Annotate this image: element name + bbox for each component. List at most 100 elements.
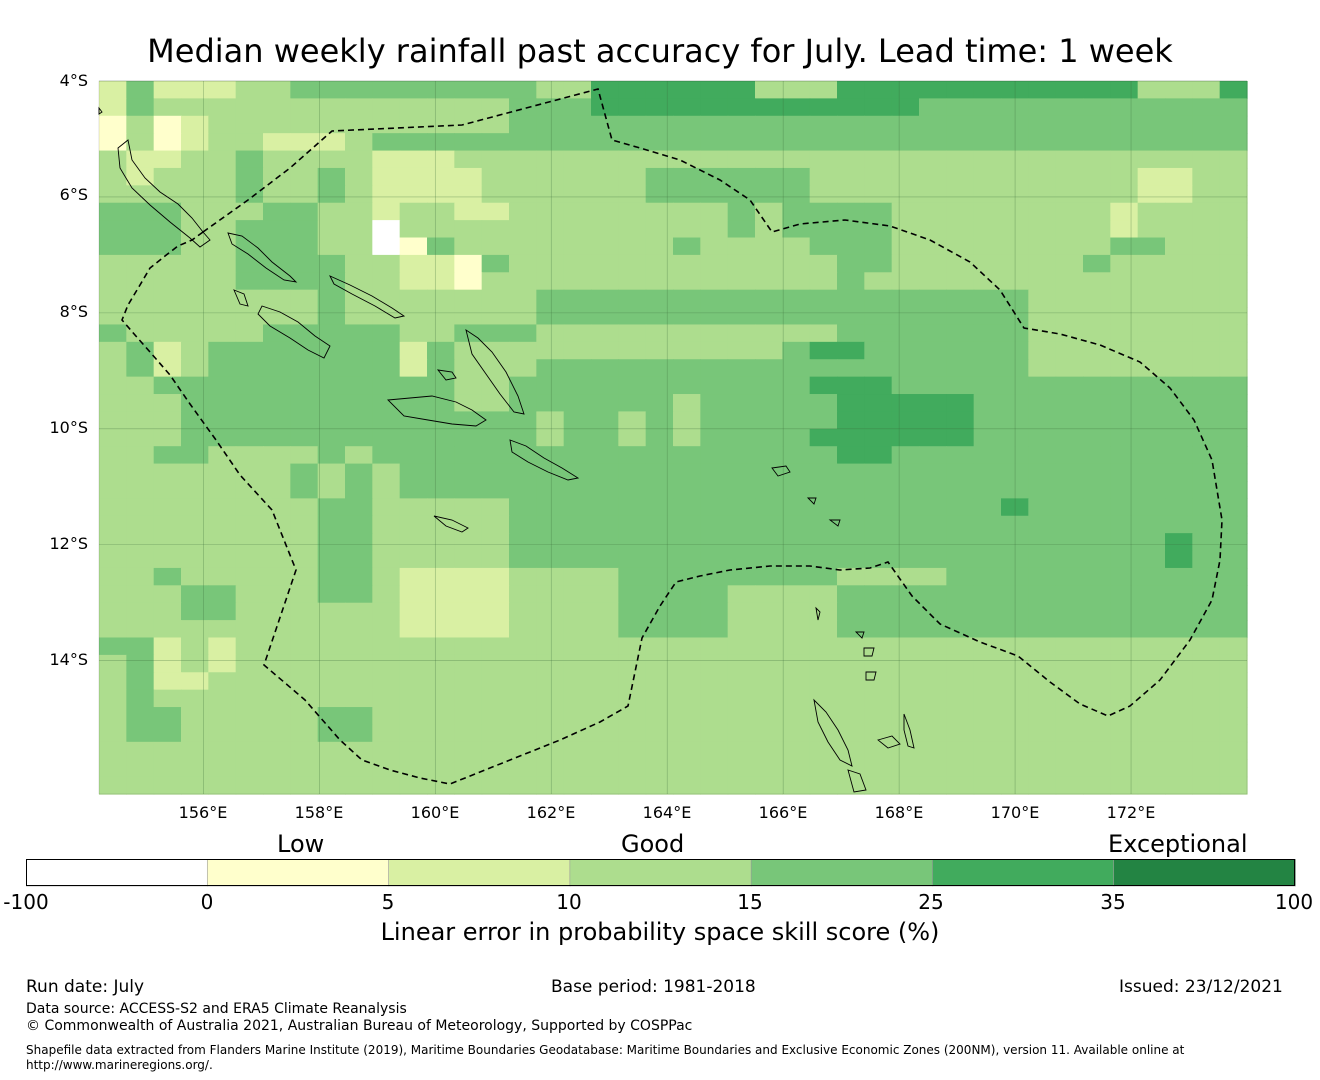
grid-cell	[263, 550, 291, 569]
grid-cell	[454, 689, 483, 708]
grid-cell	[891, 359, 920, 378]
grid-cell	[946, 567, 975, 586]
grid-cell	[973, 324, 1002, 343]
grid-cell	[1137, 359, 1166, 378]
grid-cell	[372, 307, 401, 326]
grid-cell	[1110, 220, 1139, 239]
grid-cell	[755, 707, 783, 726]
grid-cell	[317, 620, 346, 639]
grid-cell	[1055, 185, 1084, 204]
grid-cell	[1192, 585, 1221, 604]
grid-cell	[99, 620, 127, 639]
grid-cell	[317, 498, 346, 517]
grid-cell	[263, 307, 291, 326]
grid-cell	[99, 550, 127, 569]
grid-cell	[618, 185, 647, 204]
grid-cell	[99, 637, 127, 656]
grid-cell	[1055, 759, 1084, 778]
grid-cell	[864, 394, 893, 413]
grid-cell	[700, 602, 729, 621]
grid-cell	[1110, 672, 1139, 691]
grid-cell	[99, 776, 127, 795]
grid-cell	[700, 81, 729, 99]
grid-cell	[509, 411, 537, 430]
grid-cell	[372, 707, 401, 726]
grid-cell	[755, 637, 783, 656]
grid-cell	[1055, 585, 1084, 604]
grid-cell	[946, 202, 975, 221]
grid-cell	[755, 446, 783, 465]
grid-cell	[399, 185, 428, 204]
shapefile-credit: Shapefile data extracted from Flanders M…	[26, 1043, 1185, 1057]
grid-cell	[673, 376, 701, 395]
grid-cell	[837, 202, 865, 221]
grid-cell	[1028, 567, 1057, 586]
eez-boundary	[121, 88, 1223, 785]
grid-cell	[208, 515, 237, 534]
grid-cell	[399, 341, 428, 360]
grid-cell	[891, 741, 920, 760]
island-makira	[509, 439, 580, 481]
grid-cell	[1137, 741, 1166, 760]
grid-cell	[153, 550, 182, 569]
grid-cell	[372, 115, 401, 134]
grid-cell	[973, 307, 1002, 326]
grid-cell	[126, 81, 155, 99]
grid-cell	[399, 289, 428, 308]
grid-cell	[755, 776, 783, 795]
grid-cell	[345, 602, 373, 621]
grid-cell	[263, 376, 291, 395]
grid-cell	[946, 637, 975, 656]
grid-cell	[782, 567, 811, 586]
island-maewo	[903, 713, 915, 749]
grid-cell	[1083, 550, 1111, 569]
grid-cell	[591, 272, 619, 291]
grid-cell	[399, 533, 428, 552]
grid-cell	[673, 115, 701, 134]
grid-cell	[208, 480, 237, 499]
grid-cell	[208, 533, 237, 552]
grid-cell	[126, 237, 155, 256]
island-bougainville	[117, 139, 211, 248]
grid-cell	[153, 585, 182, 604]
grid-cell	[399, 133, 428, 152]
grid-cell	[1055, 741, 1084, 760]
grid-cell	[317, 359, 346, 378]
grid-cell	[317, 341, 346, 360]
grid-cell	[973, 394, 1002, 413]
grid-cell	[755, 411, 783, 430]
grid-cell	[891, 515, 920, 534]
grid-cell	[181, 237, 209, 256]
grid-cell	[509, 672, 537, 691]
grid-cell	[809, 254, 838, 273]
grid-cell	[126, 620, 155, 639]
grid-cell	[263, 202, 291, 221]
grid-cell	[891, 428, 920, 447]
grid-cell	[399, 741, 428, 760]
grid-cell	[181, 359, 209, 378]
grid-cell	[1137, 220, 1166, 239]
grid-cell	[700, 150, 729, 169]
grid-cell	[345, 376, 373, 395]
grid-cell	[290, 567, 319, 586]
grid-cell	[645, 272, 674, 291]
grid-cell	[481, 533, 510, 552]
grid-cell	[345, 81, 373, 99]
grid-cell	[618, 254, 647, 273]
grid-cell	[782, 289, 811, 308]
grid-cell	[372, 620, 401, 639]
grid-cell	[1165, 324, 1193, 343]
grid-cell	[1137, 307, 1166, 326]
grid-cell	[591, 237, 619, 256]
grid-cell	[372, 133, 401, 152]
grid-cell	[1165, 272, 1193, 291]
grid-cell	[1110, 620, 1139, 639]
island-utupua	[828, 519, 841, 527]
grid-cell	[153, 428, 182, 447]
grid-cell	[235, 133, 264, 152]
grid-cell	[427, 98, 455, 117]
grid-cell	[618, 115, 647, 134]
grid-cell	[1028, 394, 1057, 413]
grid-cell	[1137, 672, 1166, 691]
grid-cell	[673, 428, 701, 447]
